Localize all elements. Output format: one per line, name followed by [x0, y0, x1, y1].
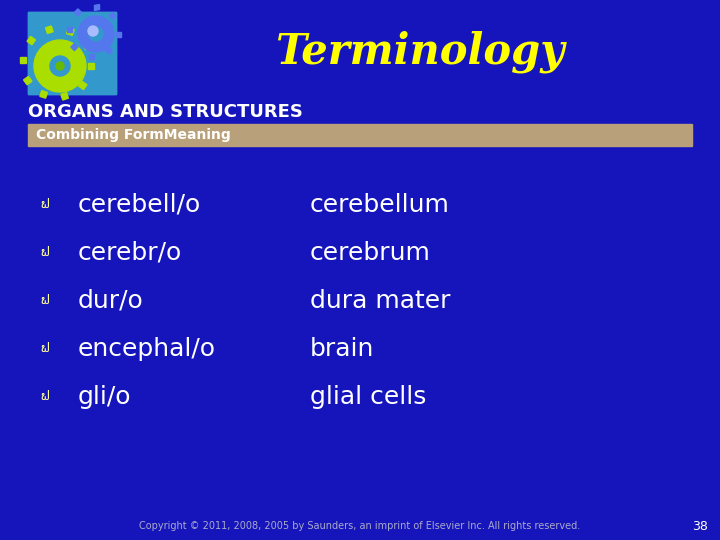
Bar: [89, 53, 94, 58]
Bar: [66, 28, 74, 36]
Bar: [20, 57, 26, 63]
Text: glial cells: glial cells: [310, 385, 426, 409]
Bar: [40, 91, 48, 98]
Text: ຟ: ຟ: [41, 342, 49, 355]
Text: ຟ: ຟ: [41, 199, 49, 212]
Text: ຟ: ຟ: [41, 294, 49, 307]
Bar: [78, 81, 87, 90]
Text: Terminology: Terminology: [275, 31, 564, 73]
Circle shape: [50, 56, 70, 76]
Bar: [82, 41, 91, 50]
Text: dura mater: dura mater: [310, 289, 451, 313]
Text: gli/o: gli/o: [78, 385, 132, 409]
Bar: [45, 26, 53, 33]
Circle shape: [56, 62, 64, 70]
Text: cerebell/o: cerebell/o: [78, 193, 202, 217]
Bar: [115, 31, 120, 37]
Text: Combining FormMeaning: Combining FormMeaning: [36, 128, 230, 142]
Text: 38: 38: [692, 519, 708, 532]
Bar: [94, 4, 99, 10]
Bar: [88, 63, 94, 69]
Bar: [24, 76, 32, 85]
Bar: [27, 36, 35, 45]
Text: cerebellum: cerebellum: [310, 193, 450, 217]
Bar: [28, 12, 116, 94]
Text: Copyright © 2011, 2008, 2005 by Saunders, an imprint of Elsevier Inc. All rights: Copyright © 2011, 2008, 2005 by Saunders…: [140, 521, 580, 531]
Circle shape: [34, 40, 86, 92]
Bar: [106, 47, 112, 54]
Text: brain: brain: [310, 337, 374, 361]
Text: cerebr/o: cerebr/o: [78, 241, 182, 265]
Bar: [74, 9, 81, 16]
Bar: [61, 92, 68, 100]
Text: encephal/o: encephal/o: [78, 337, 216, 361]
Bar: [28, 12, 116, 94]
Circle shape: [88, 26, 98, 36]
Bar: [109, 12, 116, 19]
Text: cerebrum: cerebrum: [310, 241, 431, 265]
Text: ຟ: ຟ: [41, 390, 49, 403]
Bar: [66, 26, 71, 31]
Bar: [28, 124, 692, 146]
Circle shape: [78, 16, 114, 52]
Text: ORGANS AND STRUCTURES: ORGANS AND STRUCTURES: [28, 103, 303, 121]
Circle shape: [89, 27, 103, 41]
Text: dur/o: dur/o: [78, 289, 144, 313]
Bar: [71, 44, 78, 51]
Text: ຟ: ຟ: [41, 246, 49, 260]
